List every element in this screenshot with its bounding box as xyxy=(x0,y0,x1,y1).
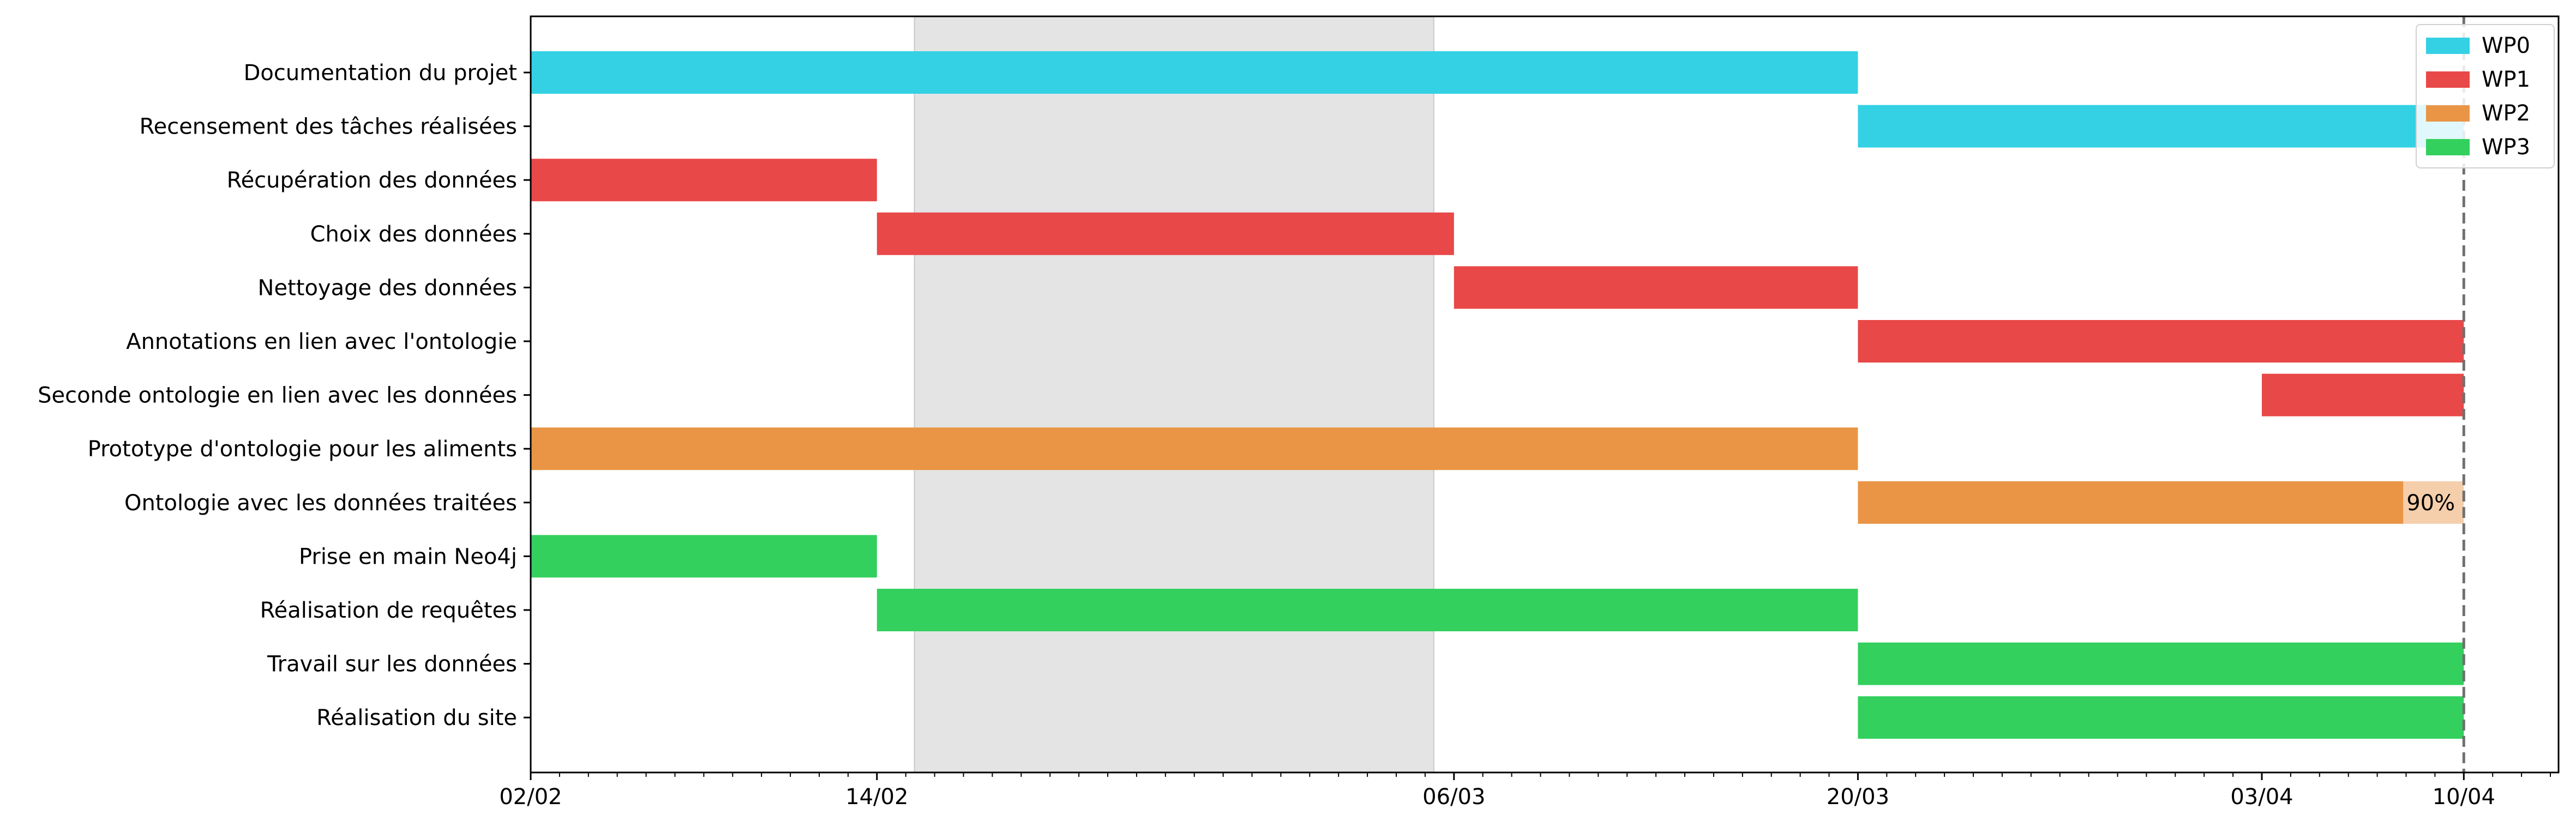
y-tick-label: Seconde ontologie en lien avec les donné… xyxy=(38,383,517,408)
task-bar xyxy=(1858,481,2404,524)
shaded-period xyxy=(914,16,1434,773)
task-bar-remaining xyxy=(2403,481,2464,524)
task-bars-layer: 90% xyxy=(531,51,2464,739)
y-tick-label: Récupération des données xyxy=(227,168,517,193)
task-bar xyxy=(531,51,1858,94)
x-tick-label: 06/03 xyxy=(1422,784,1485,810)
progress-label: 90% xyxy=(2406,491,2455,516)
legend-label: WP2 xyxy=(2482,101,2530,126)
y-tick-label: Documentation du projet xyxy=(244,61,517,86)
task-bar xyxy=(1858,696,2464,739)
legend: WP0 WP1 WP2 WP3 xyxy=(2416,24,2555,168)
task-bar xyxy=(531,159,877,202)
y-tick-label: Prototype d'ontologie pour les aliments xyxy=(88,437,517,462)
x-axis: 02/02 14/02 06/03 20/03 03/04 10/04 xyxy=(499,772,2551,810)
y-tick-label: Prise en main Neo4j xyxy=(299,544,517,569)
task-bar xyxy=(1858,320,2464,363)
x-tick-label: 03/04 xyxy=(2230,784,2293,810)
legend-swatch xyxy=(2426,105,2470,122)
legend-swatch xyxy=(2426,139,2470,155)
task-bar xyxy=(1858,642,2464,685)
y-tick-label: Nettoyage des données xyxy=(258,275,517,300)
y-tick-label: Choix des données xyxy=(310,222,517,247)
legend-label: WP0 xyxy=(2482,33,2530,58)
task-bar xyxy=(876,212,1454,255)
task-bar xyxy=(1454,266,1858,309)
task-bar xyxy=(531,427,1858,470)
y-tick-label: Ontologie avec les données traitées xyxy=(124,491,517,516)
task-bar xyxy=(1858,105,2464,148)
x-tick-label: 14/02 xyxy=(845,784,908,810)
y-tick-label: Travail sur les données xyxy=(267,652,517,677)
task-bar xyxy=(2262,373,2464,416)
x-tick-label: 20/03 xyxy=(1827,784,1889,810)
y-tick-label: Réalisation de requêtes xyxy=(260,598,517,623)
y-axis: Documentation du projet Recensement des t… xyxy=(38,61,531,731)
task-bar xyxy=(876,589,1858,631)
legend-swatch xyxy=(2426,71,2470,88)
y-tick-label: Réalisation du site xyxy=(316,705,517,731)
legend-swatch xyxy=(2426,38,2470,54)
legend-box xyxy=(2416,24,2555,168)
legend-label: WP3 xyxy=(2482,135,2530,160)
y-tick-label: Recensement des tâches réalisées xyxy=(140,114,517,140)
x-tick-label: 10/04 xyxy=(2433,784,2495,810)
legend-label: WP1 xyxy=(2482,67,2530,92)
task-bar xyxy=(531,535,877,578)
shaded-period-layer xyxy=(914,16,1434,773)
x-tick-label: 02/02 xyxy=(499,784,562,810)
y-tick-label: Annotations en lien avec l'ontologie xyxy=(126,329,517,354)
